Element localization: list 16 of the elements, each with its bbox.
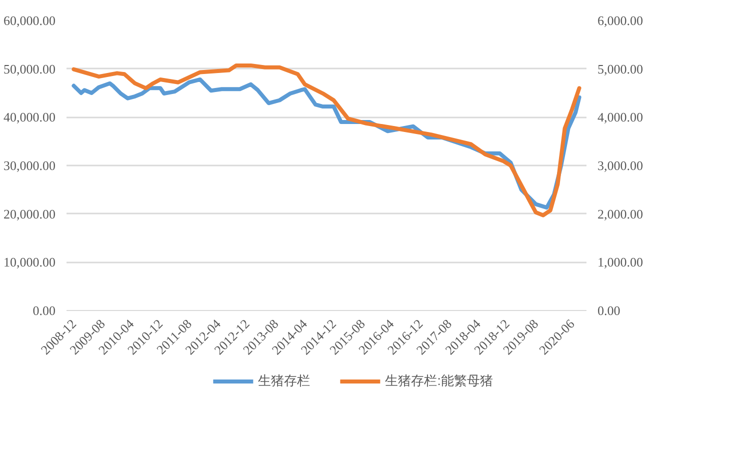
y-tick-label: 40,000.00 [4, 110, 56, 125]
y2-tick-label: 1,000.00 [598, 254, 643, 270]
y2-tick-label: 2,000.00 [598, 206, 643, 222]
legend-label: 生猪存栏:能繁母猪 [385, 372, 493, 390]
y-tick-label: 20,000.00 [4, 206, 56, 222]
legend-label: 生猪存栏 [258, 372, 310, 390]
y-tick-label: 50,000.00 [4, 61, 56, 76]
y-tick-label: 0.00 [32, 303, 56, 318]
y2-tick-label: 4,000.00 [598, 110, 643, 125]
y-tick-label: 30,000.00 [4, 158, 56, 173]
y2-tick-label: 0.00 [598, 303, 620, 318]
y2-tick-label: 6,000.00 [598, 13, 643, 28]
y2-tick-label: 5,000.00 [598, 61, 643, 76]
y2-tick-label: 3,000.00 [598, 158, 643, 173]
y-tick-label: 10,000.00 [4, 254, 56, 270]
y-tick-label: 60,000.00 [4, 13, 56, 28]
